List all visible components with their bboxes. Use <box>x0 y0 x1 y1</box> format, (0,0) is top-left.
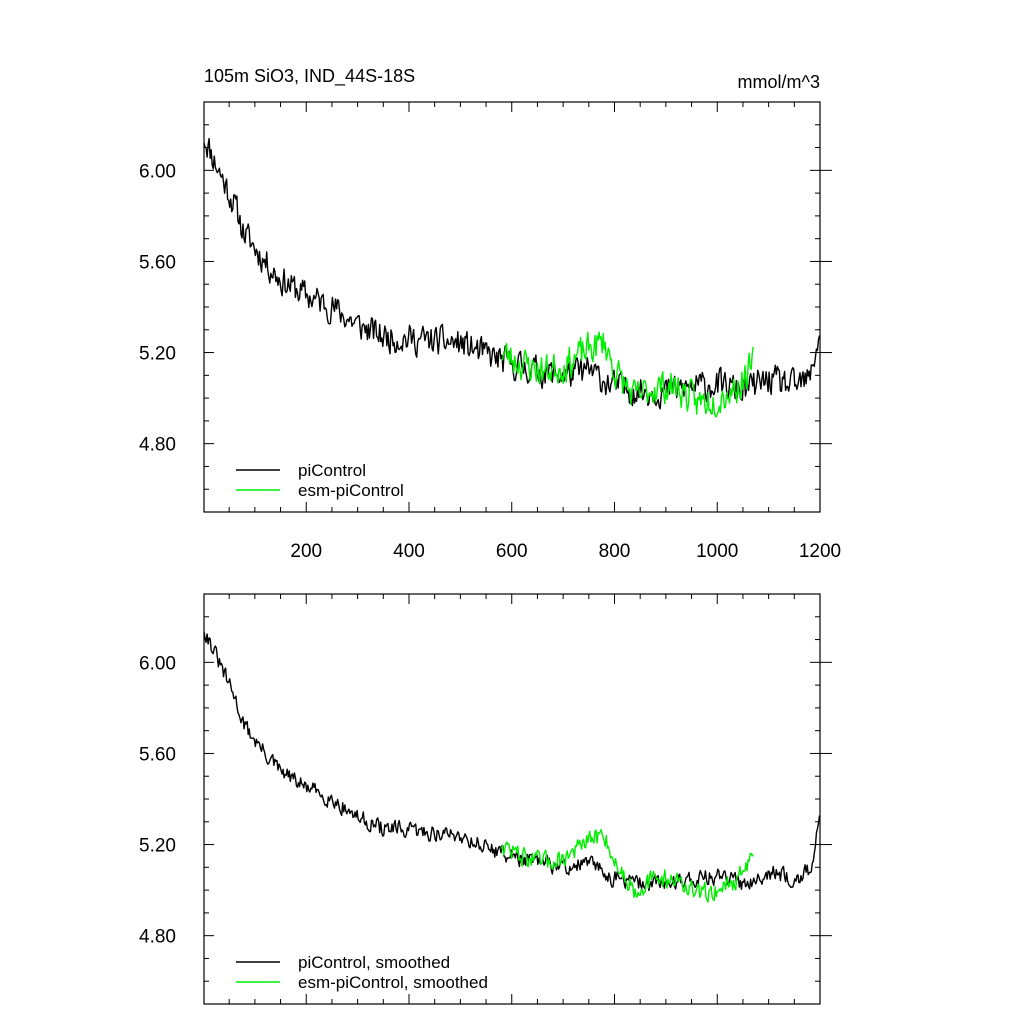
series-line-picontrol <box>203 137 821 410</box>
bottom-plot-frame <box>203 593 821 1005</box>
y-tick-label: 5.60 <box>139 744 176 765</box>
bottom-panel: 4.80 5.20 5.60 6.00 piControl, smoothed esm… <box>139 593 832 1005</box>
legend-label-picontrol-smoothed: piControl, smoothed <box>298 953 450 972</box>
x-tick-label: 1000 <box>696 541 738 562</box>
x-tick-label: 600 <box>496 541 528 562</box>
y-tick-label: 6.00 <box>139 653 176 674</box>
x-tick-label: 200 <box>290 541 322 562</box>
y-tick-label: 5.20 <box>139 836 176 857</box>
legend-label-esm-picontrol: esm-piControl <box>298 481 404 500</box>
y-tick-label: 5.60 <box>139 252 176 273</box>
legend-label-picontrol: piControl <box>298 461 366 480</box>
y-tick-label: 4.80 <box>139 435 176 456</box>
series-line-esm-picontrol-smoothed <box>500 828 754 903</box>
top-plot-frame <box>203 101 821 513</box>
y-tick-label: 5.20 <box>139 344 176 365</box>
y-tick-label: 6.00 <box>139 161 176 182</box>
x-tick-label: 400 <box>393 541 425 562</box>
top-legend: piControl esm-piControl <box>236 461 404 500</box>
x-tick-label: 800 <box>599 541 631 562</box>
legend-label-esm-picontrol-smoothed: esm-piControl, smoothed <box>298 973 488 992</box>
x-tick-label: 1200 <box>799 541 841 562</box>
series-line-esm-picontrol <box>501 331 754 418</box>
top-title-right: mmol/m^3 <box>738 72 820 92</box>
top-panel: 200 400 600 800 1000 1200 4.80 5.20 5.60 6.00 piC… <box>139 101 841 562</box>
y-tick-label: 4.80 <box>139 927 176 948</box>
top-title-left: 105m SiO3, IND_44S-18S <box>204 66 415 87</box>
bottom-legend: piControl, smoothed esm-piControl, smoot… <box>236 953 488 992</box>
